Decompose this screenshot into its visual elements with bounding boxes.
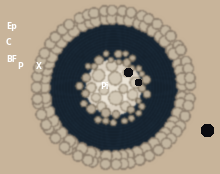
- Text: Ep: Ep: [6, 22, 17, 31]
- Text: C: C: [6, 38, 12, 47]
- Text: P: P: [17, 62, 23, 71]
- Text: Pi: Pi: [100, 82, 108, 91]
- Text: X: X: [36, 62, 42, 71]
- Text: BF: BF: [6, 55, 17, 64]
